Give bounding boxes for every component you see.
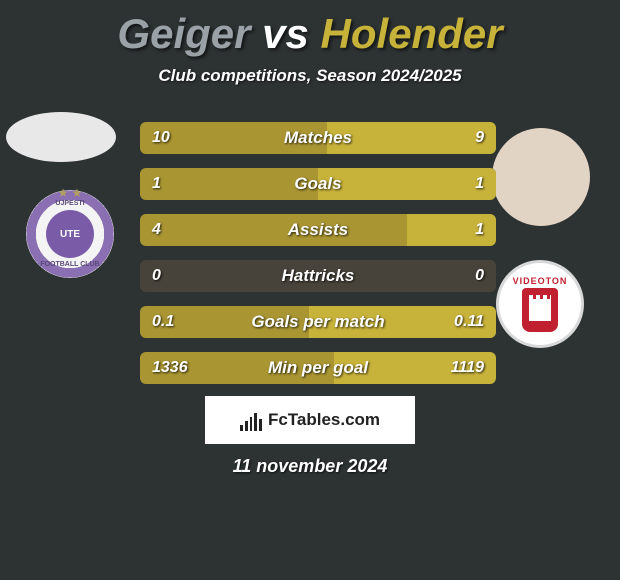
- stat-label: Goals per match: [140, 306, 496, 338]
- stat-label: Assists: [140, 214, 496, 246]
- stat-row: 41Assists: [140, 214, 496, 246]
- stat-row: 11Goals: [140, 168, 496, 200]
- club-left-inner: UTE: [46, 210, 94, 258]
- stat-row: 13361119Min per goal: [140, 352, 496, 384]
- club-right-badge: VIDEOTON: [496, 260, 584, 348]
- stat-label: Goals: [140, 168, 496, 200]
- club-right-text: VIDEOTON: [513, 276, 568, 286]
- branding-badge: FcTables.com: [205, 396, 415, 444]
- stats-container: 109Matches 11Goals 41Assists 00Hattricks 0.1…: [140, 122, 496, 398]
- player-right-name: Holender: [321, 10, 503, 57]
- club-left-stars: ★ ★: [58, 186, 83, 200]
- comparison-title: Geiger vs Holender: [0, 0, 620, 58]
- date-text: 11 november 2024: [0, 456, 620, 477]
- stat-label: Matches: [140, 122, 496, 154]
- club-left-ring-top: UJPESTI: [55, 200, 84, 207]
- club-right-shield-icon: [522, 288, 558, 332]
- stat-row: 109Matches: [140, 122, 496, 154]
- player-right-photo: [492, 128, 590, 226]
- club-left-badge: ★ ★ UJPESTI UTE FOOTBALL CLUB: [26, 190, 114, 278]
- title-vs: vs: [262, 10, 309, 57]
- stat-row: 00Hattricks: [140, 260, 496, 292]
- stat-label: Min per goal: [140, 352, 496, 384]
- branding-text: FcTables.com: [268, 410, 380, 430]
- stat-row: 0.10.11Goals per match: [140, 306, 496, 338]
- stat-label: Hattricks: [140, 260, 496, 292]
- subtitle: Club competitions, Season 2024/2025: [0, 66, 620, 86]
- club-left-ring-bottom: FOOTBALL CLUB: [40, 261, 99, 268]
- player-left-name: Geiger: [117, 10, 250, 57]
- player-left-photo: [6, 112, 116, 162]
- branding-bars-icon: [240, 409, 262, 431]
